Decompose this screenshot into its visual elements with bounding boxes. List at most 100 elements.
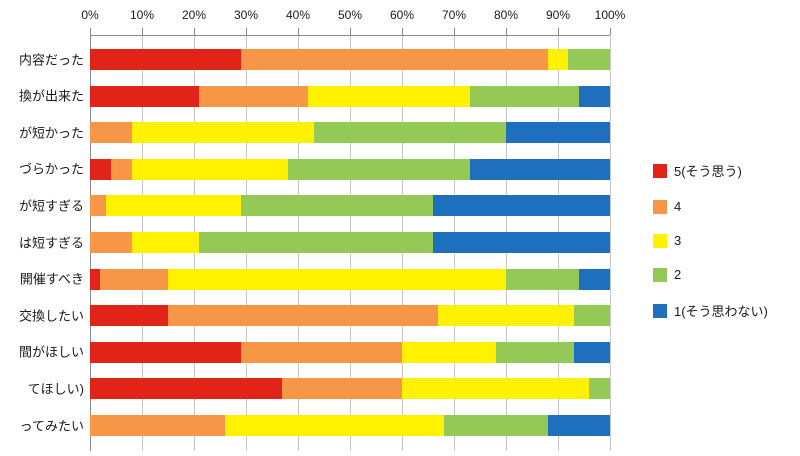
category-label: づらかった bbox=[18, 161, 84, 177]
bar-segment bbox=[90, 415, 226, 436]
axis-tick bbox=[454, 28, 455, 35]
bar-segment bbox=[495, 341, 574, 363]
axis-tick-label: 10% bbox=[129, 8, 155, 22]
bar-segment bbox=[282, 378, 402, 400]
bar-segment bbox=[573, 341, 610, 363]
bar-segment bbox=[505, 122, 610, 144]
legend-label: 1(そう思わない) bbox=[674, 304, 768, 319]
axis-tick bbox=[402, 28, 403, 35]
plot-area bbox=[90, 35, 611, 451]
bar-segment bbox=[469, 158, 610, 180]
axis-tick bbox=[246, 28, 247, 35]
bar-segment bbox=[573, 305, 610, 327]
axis-tick bbox=[506, 28, 507, 35]
bar-segment bbox=[433, 195, 610, 217]
bar-segment bbox=[100, 268, 168, 290]
bar-segment bbox=[401, 378, 590, 400]
bar-segment bbox=[313, 122, 506, 144]
legend-swatch bbox=[653, 303, 667, 318]
legend-item: 2 bbox=[653, 267, 768, 282]
bar-segment bbox=[225, 415, 444, 436]
legend-label: 2 bbox=[674, 267, 682, 282]
category-label: 内容だった bbox=[18, 52, 84, 67]
bar-row bbox=[90, 122, 610, 144]
bar-segment bbox=[240, 49, 548, 70]
bar-segment bbox=[505, 268, 579, 290]
bar-segment bbox=[90, 122, 132, 144]
bar-segment bbox=[469, 85, 579, 107]
bar-segment bbox=[90, 341, 241, 363]
category-label: ってみたい bbox=[19, 418, 84, 433]
bar-row bbox=[90, 341, 610, 363]
bar-segment bbox=[433, 232, 610, 253]
bar-segment bbox=[131, 158, 288, 180]
bar-segment bbox=[578, 268, 610, 290]
bar-segment bbox=[90, 305, 168, 327]
bar-segment bbox=[131, 232, 200, 253]
bar-row bbox=[90, 49, 610, 70]
legend-swatch bbox=[653, 163, 667, 178]
category-label: 換が出来た bbox=[18, 88, 84, 104]
category-label: 開催すべき bbox=[19, 271, 84, 287]
legend-item: 5(そう思う) bbox=[653, 161, 768, 180]
bar-row bbox=[90, 158, 610, 180]
legend-swatch bbox=[653, 233, 667, 248]
axis-tick bbox=[194, 28, 195, 35]
axis-tick bbox=[610, 28, 611, 35]
legend-label: 4 bbox=[674, 199, 682, 214]
axis-tick bbox=[350, 28, 351, 35]
bar-segment bbox=[568, 49, 610, 70]
bar-row bbox=[90, 195, 610, 217]
bar-segment bbox=[199, 85, 309, 107]
legend-swatch bbox=[653, 199, 667, 214]
bar-segment bbox=[240, 341, 402, 363]
category-label: は短すぎる bbox=[18, 235, 84, 250]
axis-tick-label: 30% bbox=[233, 8, 259, 22]
bar-row bbox=[90, 268, 610, 290]
bar-segment bbox=[240, 195, 434, 217]
legend: 5(そう思う) 4 3 2 1(そう思わない) bbox=[653, 161, 768, 339]
axis-tick-label: 60% bbox=[389, 8, 415, 22]
axis-tick-label: 80% bbox=[493, 8, 519, 22]
axis-tick bbox=[90, 28, 91, 35]
bar-segment bbox=[110, 158, 132, 180]
bar-row bbox=[90, 85, 610, 107]
bar-segment bbox=[90, 158, 111, 180]
legend-item: 1(そう思わない) bbox=[653, 301, 768, 320]
bar-segment bbox=[167, 268, 506, 290]
bar-segment bbox=[90, 49, 241, 70]
bar-row bbox=[90, 232, 610, 253]
bar-row bbox=[90, 415, 610, 436]
legend-label: 5(そう思う) bbox=[674, 164, 742, 179]
bar-segment bbox=[401, 341, 496, 363]
bar-segment bbox=[90, 378, 283, 400]
bar-segment bbox=[589, 378, 610, 400]
axis-tick bbox=[142, 28, 143, 35]
bar-segment bbox=[547, 415, 610, 436]
bar-segment bbox=[443, 415, 548, 436]
bar-segment bbox=[105, 195, 241, 217]
axis-tick-label: 50% bbox=[337, 8, 363, 22]
category-label: が短すぎる bbox=[18, 198, 84, 214]
bar-segment bbox=[90, 85, 200, 107]
legend-swatch bbox=[653, 267, 667, 282]
axis-tick-label: 70% bbox=[441, 8, 467, 22]
bar-segment bbox=[578, 85, 610, 107]
bar-segment bbox=[308, 85, 470, 107]
axis-tick-label: 0% bbox=[81, 8, 99, 22]
axis-tick-label: 20% bbox=[181, 8, 207, 22]
bar-segment bbox=[131, 122, 314, 144]
bar-row bbox=[90, 305, 610, 327]
legend-item: 3 bbox=[653, 233, 768, 248]
axis-tick-label: 90% bbox=[545, 8, 571, 22]
axis-tick-label: 40% bbox=[285, 8, 311, 22]
bar-segment bbox=[199, 232, 434, 253]
bar-segment bbox=[168, 305, 439, 327]
legend-item: 4 bbox=[653, 199, 768, 214]
bar-segment bbox=[547, 49, 569, 70]
bar-segment bbox=[90, 195, 106, 217]
bar-segment bbox=[287, 158, 470, 180]
category-label: てほしい) bbox=[27, 381, 84, 397]
legend-label: 3 bbox=[674, 233, 682, 248]
